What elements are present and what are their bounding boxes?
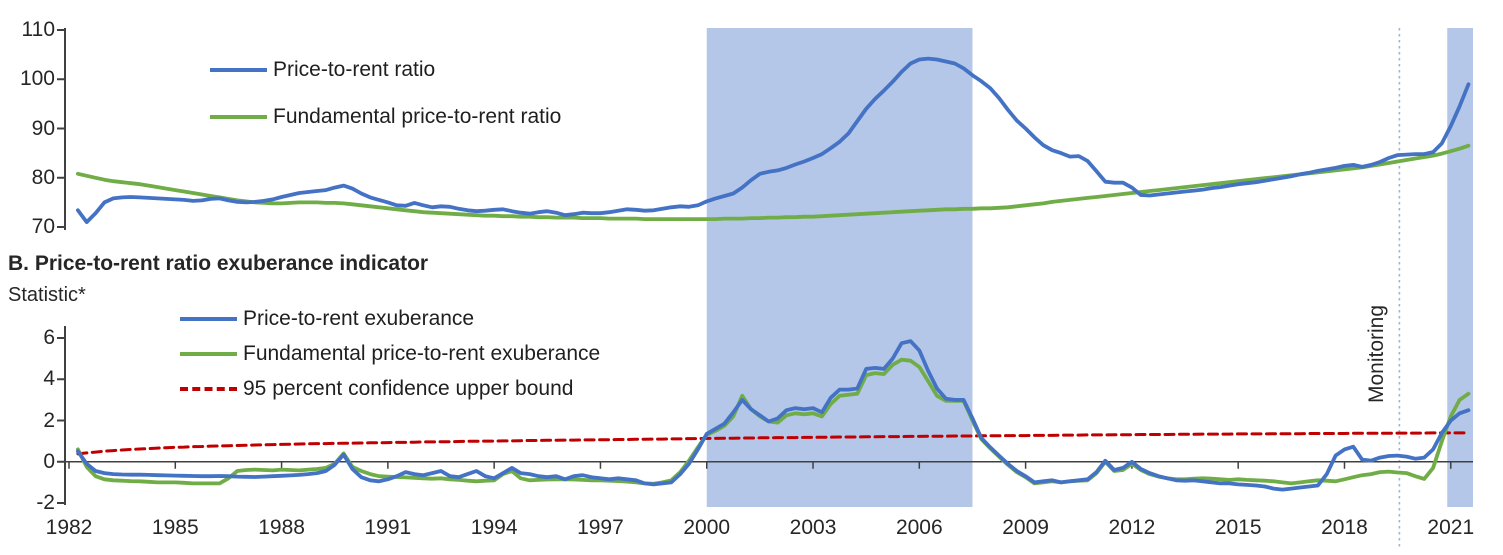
x-tick-label: 1991 bbox=[364, 516, 412, 539]
series-line-fundamental-price-to-rent-exuberance bbox=[76, 357, 1471, 486]
x-tick-label: 2000 bbox=[683, 516, 731, 539]
panel-a-y-tick-label: 100 bbox=[19, 67, 55, 91]
panel-b-y-tick-label: -2 bbox=[36, 491, 55, 514]
x-tick-label: 2018 bbox=[1321, 516, 1368, 539]
exuberance-episode-shading bbox=[1447, 28, 1473, 507]
x-tick-label: 2006 bbox=[895, 516, 943, 539]
series-line-fundamental-price-to-rent-ratio bbox=[76, 143, 1471, 222]
monitoring-label: Monitoring bbox=[1365, 304, 1388, 404]
x-tick-label: 2015 bbox=[1214, 516, 1262, 539]
x-tick-label: 2003 bbox=[789, 516, 837, 539]
series-line-95-percent-confidence-upper-bound bbox=[76, 431, 1470, 456]
green-line-swatch bbox=[210, 114, 267, 119]
x-tick-label: 1994 bbox=[470, 516, 518, 539]
panel-b-y-axis-unit-label: Statistic* bbox=[8, 284, 86, 306]
red-dashed-line-swatch bbox=[180, 387, 237, 391]
panel-a-y-tick-label: 110 bbox=[21, 18, 55, 41]
series-line-price-to-rent-ratio bbox=[76, 56, 1471, 225]
panel-b-y-tick-label: 4 bbox=[43, 367, 55, 391]
x-tick-label: 1982 bbox=[45, 516, 93, 539]
legend-label: 95 percent confidence upper bound bbox=[243, 377, 574, 400]
panel-a-y-tick-label: 90 bbox=[31, 116, 55, 140]
x-tick-label: 1988 bbox=[258, 516, 305, 539]
x-tick-label: 2021 bbox=[1427, 516, 1475, 539]
panel-a-legend: Price-to-rent ratio Fundamental price-to… bbox=[210, 56, 561, 130]
panel-b-title: B. Price-to-rent ratio exuberance indica… bbox=[8, 252, 429, 275]
exuberance-episode-shading bbox=[706, 28, 973, 507]
panel-a-y-tick-label: 80 bbox=[31, 165, 55, 189]
legend-item-confidence-bound: 95 percent confidence upper bound bbox=[180, 376, 600, 402]
legend-label: Price-to-rent ratio bbox=[273, 57, 436, 81]
legend-item-fundamental-exuberance: Fundamental price-to-rent exuberance bbox=[180, 341, 600, 367]
panel-a-y-tick-label: 70 bbox=[31, 215, 55, 238]
legend-label: Fundamental price-to-rent ratio bbox=[273, 104, 562, 128]
legend-item-price-to-rent-exuberance: Price-to-rent exuberance bbox=[180, 306, 600, 332]
panel-b-y-tick-label: 2 bbox=[43, 408, 55, 432]
x-tick-label: 2012 bbox=[1108, 516, 1156, 539]
series-line-price-to-rent-exuberance bbox=[76, 339, 1471, 492]
green-line-swatch bbox=[180, 352, 237, 356]
blue-line-swatch bbox=[180, 317, 237, 321]
legend-label: Price-to-rent exuberance bbox=[243, 307, 475, 330]
x-tick-label: 1985 bbox=[151, 516, 199, 539]
panel-b-y-tick-label: 0 bbox=[43, 449, 55, 473]
panel-b-legend: Price-to-rent exuberance Fundamental pri… bbox=[180, 306, 600, 402]
panel-b-y-tick-label: 6 bbox=[43, 326, 55, 349]
legend-item-price-to-rent-ratio: Price-to-rent ratio bbox=[210, 56, 561, 83]
x-tick-label: 2009 bbox=[1002, 516, 1049, 539]
blue-line-swatch bbox=[210, 67, 267, 72]
legend-item-fundamental-ratio: Fundamental price-to-rent ratio bbox=[210, 103, 561, 130]
legend-label: Fundamental price-to-rent exuberance bbox=[243, 342, 601, 365]
x-tick-label: 1997 bbox=[577, 516, 624, 539]
